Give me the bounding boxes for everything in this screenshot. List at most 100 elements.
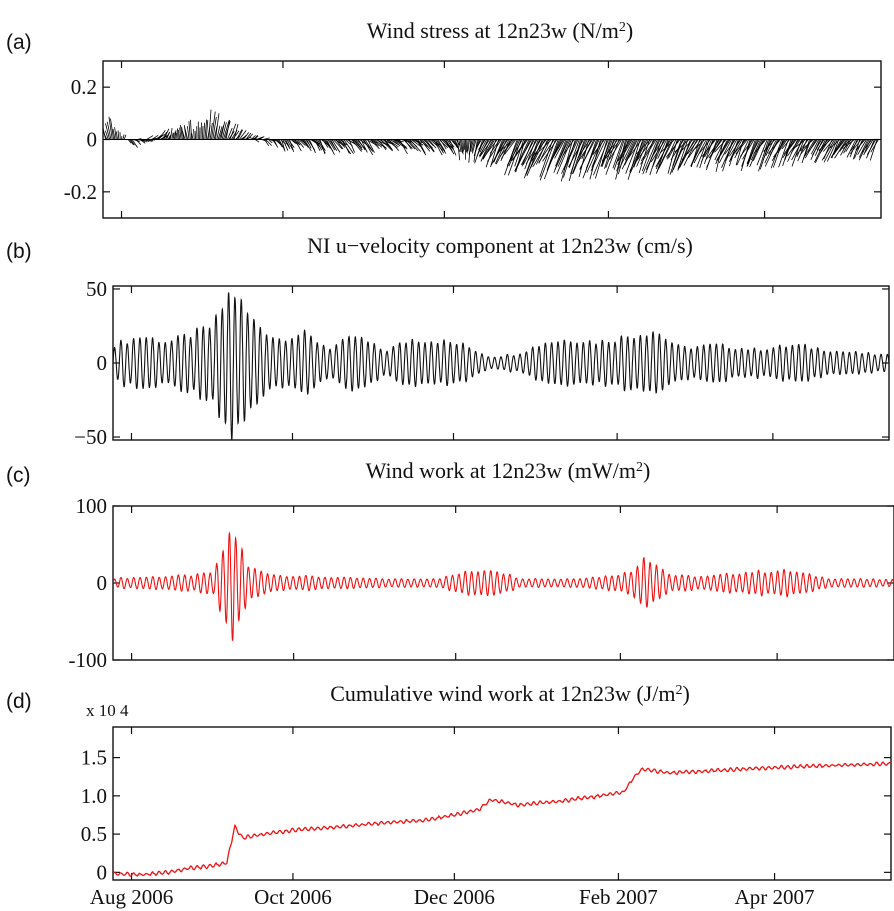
wind-stick	[716, 139, 730, 161]
wind-stick	[546, 139, 559, 171]
wind-stick	[147, 139, 154, 141]
wind-stick	[358, 139, 366, 151]
wind-stick	[833, 139, 846, 155]
wind-stick	[237, 129, 243, 140]
wind-stick	[739, 139, 753, 157]
wind-stick	[517, 139, 533, 165]
wind-stick	[387, 139, 399, 148]
wind-stick	[105, 123, 111, 140]
wind-stick	[424, 139, 435, 153]
wind-stick	[717, 139, 731, 161]
wind-stick	[335, 139, 344, 150]
wind-stick	[184, 127, 189, 140]
wind-stick	[635, 139, 652, 155]
wind-stick	[769, 139, 780, 155]
wind-stick	[718, 139, 732, 164]
wind-stick	[371, 139, 379, 147]
wind-stick	[388, 139, 400, 151]
wind-stick	[462, 139, 465, 152]
wind-stick	[373, 139, 383, 147]
y-tick-label: 0.2	[71, 75, 97, 99]
wind-stick	[430, 139, 441, 146]
wind-stick	[763, 139, 776, 152]
wind-stick	[254, 139, 260, 143]
wind-stick	[471, 139, 476, 152]
wind-stick	[489, 139, 501, 154]
wind-stick	[123, 134, 127, 140]
panel-c-title: Wind work at 12n23w (mW/m2)	[366, 458, 651, 483]
wind-stick	[151, 134, 159, 140]
wind-stick	[269, 139, 274, 142]
wind-stick	[258, 136, 265, 140]
wind-stick	[342, 139, 350, 154]
wind-stick	[666, 139, 677, 160]
y-tick-label: 1.0	[81, 784, 107, 808]
y-tick-label: -100	[69, 648, 108, 672]
wind-stick	[326, 139, 335, 155]
wind-stick	[608, 139, 623, 160]
wind-stick	[437, 139, 446, 152]
wind-stick	[268, 139, 273, 144]
wind-stick	[526, 139, 543, 177]
wind-stick	[364, 139, 373, 152]
wind-stick	[767, 139, 781, 154]
y-tick-label: 0	[97, 351, 108, 375]
wind-stick	[782, 139, 796, 159]
wind-stick	[687, 139, 699, 155]
wind-stick	[238, 130, 247, 140]
wind-stick	[131, 139, 138, 148]
wind-stick	[579, 139, 596, 170]
wind-stick	[236, 129, 243, 140]
wind-stick	[742, 139, 755, 160]
wind-stick	[799, 139, 814, 152]
wind-stick	[446, 139, 453, 149]
wind-stick	[499, 139, 515, 157]
wind-stick	[421, 139, 431, 150]
wind-stick	[615, 139, 630, 164]
wind-stick	[428, 139, 437, 149]
panel-c: (c) Wind work at 12n23w (mW/m2) -100 0 100	[6, 458, 894, 672]
wind-stick	[436, 139, 447, 154]
wind-stick	[245, 132, 252, 140]
wind-stick	[172, 133, 175, 140]
wind-stick	[821, 139, 836, 161]
wind-stick	[399, 139, 408, 155]
wind-stick	[629, 139, 645, 172]
wind-stick	[650, 139, 664, 160]
wind-stick	[829, 139, 841, 149]
wind-stick	[857, 139, 867, 155]
wind-stick	[182, 131, 186, 140]
wind-stick	[866, 139, 877, 155]
wind-stick	[163, 128, 170, 140]
wind-stick	[193, 129, 195, 140]
panel-d-title: Cumulative wind work at 12n23w (J/m2)	[330, 681, 690, 706]
wind-stick	[823, 139, 834, 152]
wind-stick	[659, 139, 675, 154]
panel-b-axes: −50 0 50	[74, 277, 890, 449]
wind-stick	[605, 139, 621, 159]
wind-stick	[816, 139, 825, 151]
wind-stick	[758, 139, 769, 172]
wind-stick	[701, 139, 716, 158]
wind-stick	[539, 139, 556, 181]
panel-d-letter: (d)	[6, 690, 32, 713]
wind-stick	[434, 139, 445, 154]
wind-stick	[834, 139, 847, 159]
wind-stick	[332, 139, 343, 149]
wind-stick	[143, 139, 150, 142]
wind-stick	[476, 139, 485, 158]
wind-stick	[177, 128, 179, 140]
wind-stick	[512, 139, 529, 161]
wind-stick	[233, 124, 239, 140]
wind-stick	[753, 139, 767, 154]
wind-stick	[786, 139, 800, 157]
wind-stick	[781, 139, 791, 150]
wind-stick	[331, 139, 341, 153]
wind-stick	[162, 131, 167, 140]
wind-stick	[115, 131, 118, 140]
wind-stick	[568, 139, 584, 168]
wind-stick	[417, 139, 426, 154]
plot-area	[113, 292, 889, 440]
wind-stick	[336, 139, 346, 148]
wind-stick	[783, 139, 795, 155]
